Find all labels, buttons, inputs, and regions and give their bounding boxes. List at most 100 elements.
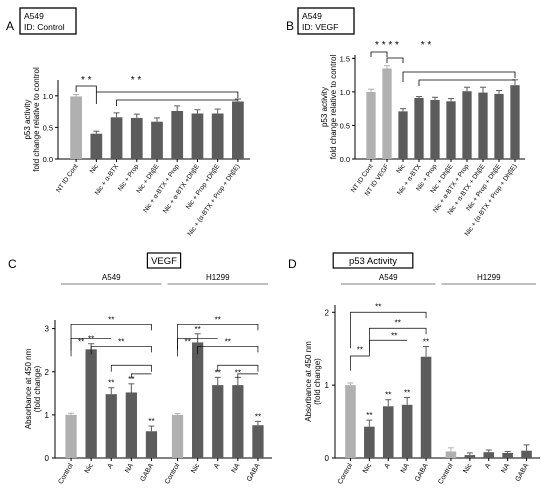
significance-bracket [177, 323, 259, 351]
significance-stars: ** [395, 318, 401, 327]
y-tick-label: 0.5 [340, 121, 350, 130]
bar [502, 452, 513, 458]
x-tick-label: Control [337, 462, 355, 485]
y-tick-label: 1 [325, 381, 330, 390]
y-tick-label: 1.5 [340, 54, 350, 63]
x-tick-label: NA [231, 462, 242, 474]
significance-bracket [110, 364, 152, 372]
bar [151, 121, 163, 159]
x-tick-label: Control [437, 462, 455, 485]
bar [90, 133, 103, 159]
panel-letter: C [8, 257, 17, 271]
bar [192, 342, 204, 458]
significance-bracket [350, 355, 370, 371]
group-label: A549 [102, 273, 121, 282]
significance-stars: ** [235, 368, 241, 377]
significance-stars: * * * * [375, 40, 399, 51]
y-tick-label: 0 [45, 454, 50, 463]
bar [125, 392, 137, 458]
significance-bracket [418, 79, 515, 86]
bar [398, 111, 408, 159]
bar [130, 117, 143, 159]
title-box [332, 252, 414, 269]
bar [366, 91, 376, 159]
significance-bracket [70, 323, 152, 351]
bar [462, 91, 472, 159]
bar [483, 452, 495, 458]
panel-letter: A [6, 19, 14, 33]
x-tick-label: Nic [190, 462, 201, 475]
bar [521, 450, 532, 458]
x-tick-label: GABA [246, 462, 262, 483]
y-axis-label: fold change relative to control [329, 55, 338, 160]
x-tick-label: Nic [395, 163, 407, 175]
bar [445, 451, 457, 458]
significance-bracket [402, 71, 516, 82]
significance-bracket [116, 99, 238, 106]
y-tick-label: 0.5 [43, 123, 53, 132]
x-tick-label: Nic + α-BTX +DhβE [162, 163, 201, 215]
bar [70, 96, 82, 159]
significance-stars: ** [215, 315, 221, 324]
significance-stars: ** [108, 379, 114, 388]
bar [232, 101, 244, 159]
bar [145, 431, 158, 458]
significance-stars: ** [78, 337, 84, 346]
significance-stars: ** [195, 325, 201, 334]
box-line: ID: Control [24, 22, 65, 32]
title-box [146, 252, 182, 269]
significance-bracket [350, 311, 427, 349]
bar [211, 113, 224, 159]
panel-box [19, 7, 77, 35]
bar [430, 99, 440, 159]
panel-box [297, 7, 355, 35]
y-axis-label: p53 activity [320, 87, 329, 127]
bar [105, 394, 117, 458]
x-tick-label: Nic [462, 462, 473, 475]
group-label: H1299 [477, 273, 501, 282]
bar [110, 117, 123, 159]
group-label: A549 [379, 273, 398, 282]
x-tick-label: A [384, 462, 393, 470]
bar [382, 406, 394, 458]
panel-letter: D [288, 257, 297, 271]
chart-title: VEGF [151, 256, 177, 267]
panel-c: C VEGF 0 1 2 3 Absorbance at 450 nm (fold chang… [8, 252, 272, 486]
significance-stars: * * [421, 40, 432, 51]
chart-title: p53 Activity [349, 256, 397, 267]
y-tick-label: 1.0 [43, 92, 53, 101]
bar [478, 92, 488, 159]
bar [85, 349, 97, 458]
significance-stars: ** [225, 337, 231, 346]
bar [171, 110, 184, 159]
y-tick-label: 3 [45, 325, 50, 334]
significance-stars: ** [404, 389, 410, 398]
significance-bracket [369, 339, 408, 357]
y-tick-label: 0.0 [340, 155, 350, 164]
bar [494, 93, 504, 159]
significance-bracket [95, 91, 239, 104]
significance-bracket [177, 337, 218, 357]
y-axis-label: (fold change) [313, 358, 322, 405]
y-tick-label: 2 [45, 368, 50, 377]
significance-stars: ** [108, 315, 114, 324]
significance-stars: ** [366, 411, 372, 420]
group-label: H1299 [206, 273, 230, 282]
x-tick-label: Nic [89, 163, 101, 175]
significance-bracket [386, 57, 404, 63]
y-tick-label: 1 [45, 411, 50, 420]
significance-stars: ** [128, 375, 134, 384]
x-tick-label: GABA [139, 462, 155, 483]
significance-bracket [217, 364, 259, 372]
x-tick-label: Nic + α-BTX + Prop [142, 163, 181, 214]
bar [345, 385, 356, 458]
y-axis-label: p53 activity [23, 99, 32, 139]
significance-bracket [70, 337, 112, 357]
significance-stars: * * [81, 75, 92, 86]
significance-stars: * * [131, 75, 142, 86]
x-tick-label: Control [57, 462, 75, 485]
y-tick-label: 1.0 [340, 88, 350, 97]
